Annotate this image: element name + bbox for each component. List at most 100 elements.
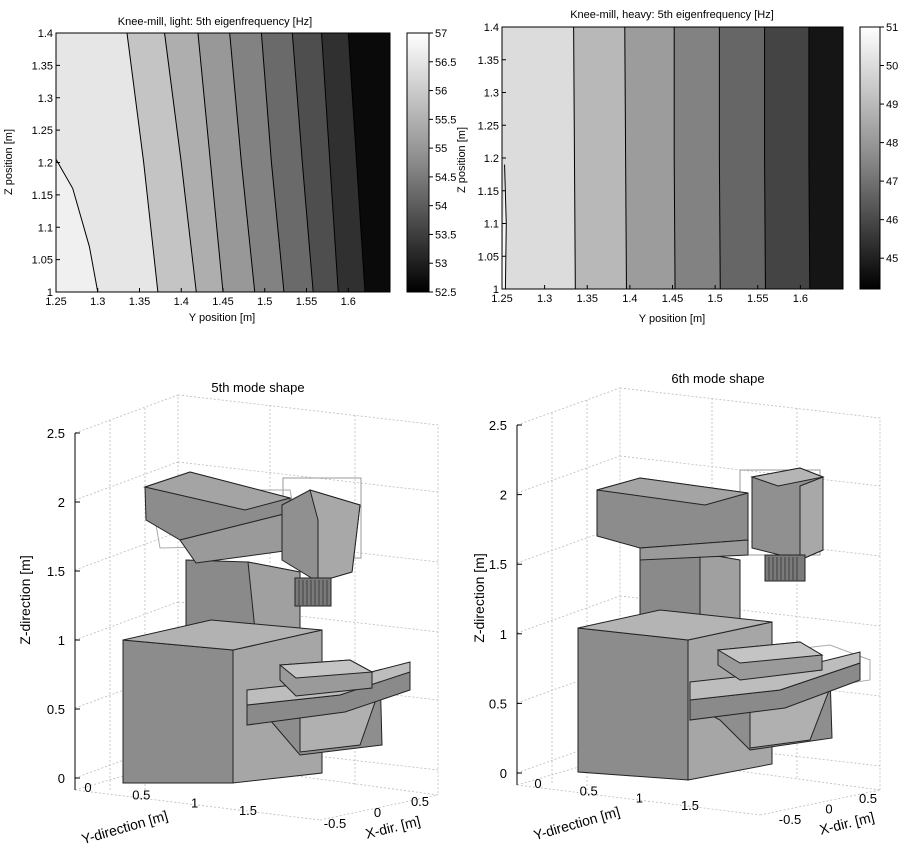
- y-tick-label: 1: [47, 287, 53, 299]
- x-tick-label: 1.4: [622, 293, 637, 305]
- y-tick-label: 1.1: [38, 222, 53, 234]
- y-tick-label: 1.5: [681, 798, 699, 813]
- contour-region-5: [765, 27, 810, 289]
- contour-region-3: [674, 27, 720, 289]
- colorbar-tick-label: 56.5: [435, 57, 456, 69]
- y-tick-label: 0: [84, 780, 91, 795]
- colorbar-tick-label: 55: [435, 143, 447, 155]
- y-tick-label: 1.3: [38, 93, 53, 105]
- x-tick-label: -0.5: [779, 812, 801, 827]
- z-axis-label-5: Z-direction [m]: [17, 555, 33, 644]
- contour-region-6: [809, 27, 843, 289]
- y-axis-label-6: Y-direction [m]: [532, 803, 622, 843]
- contour-regions-heavy: [502, 27, 843, 289]
- mode-title-5: 5th mode shape: [211, 380, 304, 395]
- mode-shape-panel-5: 5th mode shape 0 0.5 1 1.5 2 2.5 0 0.5 1 1.5 -0.…: [17, 380, 438, 845]
- y-axis-label-5: Y-direction [m]: [80, 807, 170, 845]
- y-tick-label: 1.05: [32, 255, 53, 267]
- x-tick-label: 1.3: [90, 296, 105, 308]
- y-tick-label: 1: [636, 791, 643, 806]
- colorbar-tick-label: 48: [886, 138, 898, 150]
- y-tick-label: 1.35: [32, 60, 53, 72]
- y-tick-label: 1.2: [38, 158, 53, 170]
- x-tick-label: 0: [374, 805, 381, 820]
- x-tick-label: 1.45: [212, 296, 233, 308]
- contour-panel-light: Knee-mill, light: 5th eigenfrequency [Hz…: [3, 16, 456, 324]
- x-tick-label: 1.5: [707, 293, 722, 305]
- colorbar-heavy: [860, 27, 880, 289]
- x-tick-label: 0: [825, 802, 832, 817]
- z-tick-label: 1.5: [47, 564, 65, 579]
- z-tick-label: 0.5: [489, 696, 507, 711]
- base-front-6: [578, 628, 688, 780]
- spindle-5: [295, 578, 331, 606]
- z-tick-label: 2: [58, 495, 65, 510]
- y-tick-label: 0.5: [580, 783, 598, 798]
- z-axis-label-6: Z-direction [m]: [471, 553, 487, 642]
- z-tick-label: 1: [58, 633, 65, 648]
- z-tick-label: 1: [500, 627, 507, 642]
- y-tick-label: 1.4: [484, 22, 499, 34]
- colorbar-tick-label: 53.5: [435, 229, 456, 241]
- colorbar-tick-label: 47: [886, 176, 898, 188]
- y-tick-label: 1.35: [478, 55, 499, 67]
- x-tick-label: -0.5: [324, 816, 346, 831]
- y-tick-label: 0: [534, 776, 541, 791]
- colorbar-tick-label: 56: [435, 86, 447, 98]
- y-tick-label: 1.05: [478, 251, 499, 263]
- z-tick-label: 2.5: [47, 426, 65, 441]
- x-tick-label: 1.35: [129, 296, 150, 308]
- y-tick-label: 1: [191, 795, 198, 810]
- colorbar-tick-label: 54.5: [435, 172, 456, 184]
- x-axis-label-5: X-dir. [m]: [364, 813, 422, 842]
- colorbar-tick-label: 51: [886, 22, 898, 34]
- colorbar-ticks-heavy: 45464748495051: [880, 22, 898, 265]
- colorbar-ticks-light: 52.5 53 53.5 54 54.5 55 55.5 56 56.5 57: [429, 28, 456, 299]
- x-tick-label: 0.5: [411, 794, 429, 809]
- colorbar-tick-label: 57: [435, 28, 447, 40]
- contour-regions-light: [56, 33, 390, 292]
- machine-5: [123, 472, 410, 783]
- colorbar-tick-label: 55.5: [435, 114, 456, 126]
- contour-region-1: [574, 27, 627, 289]
- x-tick-label: 1.55: [296, 296, 317, 308]
- machine-6: [578, 468, 870, 780]
- y-axis-label-heavy: Z position [m]: [456, 127, 468, 193]
- mode-title-6: 6th mode shape: [671, 371, 764, 386]
- x-tick-label: 1.4: [174, 296, 189, 308]
- colorbar-tick-label: 46: [886, 215, 898, 227]
- y-tick-label: 1: [493, 284, 499, 296]
- y-tick-label: 1.3: [484, 88, 499, 100]
- base-front-5: [123, 640, 233, 783]
- x-tick-label: 1.35: [577, 293, 598, 305]
- colorbar-light: [407, 33, 429, 292]
- colorbar-tick-label: 49: [886, 99, 898, 111]
- contour-title-heavy: Knee-mill, heavy: 5th eigenfrequency [Hz…: [570, 9, 774, 21]
- x-tick-label: 0.5: [859, 791, 877, 806]
- x-tick-label: 1.6: [793, 293, 808, 305]
- x-tick-label: 1.45: [662, 293, 683, 305]
- y-tick-label: 1.4: [38, 28, 53, 40]
- y-tick-label: 1.15: [32, 190, 53, 202]
- y-tick-label: 1.5: [239, 803, 257, 818]
- contour-region-2: [625, 27, 675, 289]
- y-tick-label: 1.25: [32, 125, 53, 137]
- y-tick-label: 1.1: [484, 219, 499, 231]
- y-tick-label: 1.15: [478, 186, 499, 198]
- contour-title-light: Knee-mill, light: 5th eigenfrequency [Hz…: [118, 16, 312, 28]
- colorbar-tick-label: 50: [886, 61, 898, 73]
- colorbar-tick-label: 52.5: [435, 287, 456, 299]
- x-axis-label-heavy: Y position [m]: [639, 313, 705, 325]
- colorbar-tick-label: 54: [435, 201, 447, 213]
- y-axis-label-light: Z position [m]: [3, 129, 15, 195]
- z-tick-label: 1.5: [489, 557, 507, 572]
- x-tick-label: 1.5: [257, 296, 272, 308]
- x-axis-label-light: Y position [m]: [189, 312, 255, 324]
- z-tick-label: 0: [500, 766, 507, 781]
- z-tick-label: 2.5: [489, 418, 507, 433]
- colorbar-tick-label: 53: [435, 258, 447, 270]
- x-tick-label: 1.6: [341, 296, 356, 308]
- z-tick-label: 0: [58, 771, 65, 786]
- mode-shape-panel-6: 6th mode shape 00.511.522.5 0 0.5 1 1.5 -0.…: [471, 371, 880, 843]
- contour-region-4: [719, 27, 765, 289]
